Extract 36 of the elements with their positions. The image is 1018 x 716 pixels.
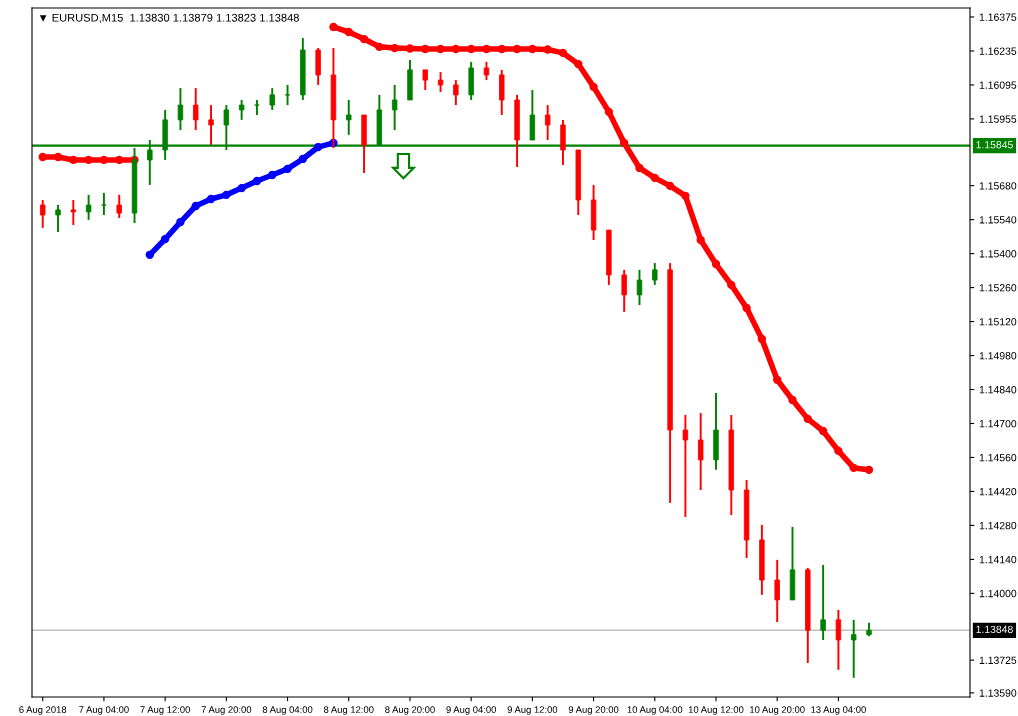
y-tick-label: 1.16095 — [979, 81, 1017, 89]
y-tick-label: 1.13590 — [979, 689, 1017, 697]
x-tick-label: 10 Aug 20:00 — [750, 706, 805, 715]
x-tick-label: 8 Aug 20:00 — [385, 706, 435, 715]
y-tick-label: 1.14980 — [979, 352, 1017, 360]
y-tick-label: 1.15955 — [979, 115, 1017, 123]
y-tick-label: 1.14140 — [979, 555, 1017, 564]
x-tick-label: 13 Aug 04:00 — [811, 706, 866, 715]
x-tick-label: 10 Aug 12:00 — [688, 706, 744, 715]
y-tick-label: 1.15400 — [979, 250, 1017, 258]
x-tick-label: 7 Aug 20:00 — [201, 706, 252, 715]
y-tick-label: 1.16235 — [979, 47, 1017, 55]
x-tick-label: 7 Aug 04:00 — [79, 706, 129, 715]
y-tick-label: 1.15680 — [979, 182, 1017, 190]
y-tick-label: 1.14420 — [979, 487, 1017, 496]
x-tick-label: 7 Aug 12:00 — [140, 706, 190, 715]
y-tick-label: 1.14000 — [979, 589, 1017, 598]
y-tick-label: 1.14700 — [979, 419, 1017, 428]
y-tick-label: 1.15260 — [979, 284, 1017, 292]
x-tick-label: 9 Aug 04:00 — [446, 706, 496, 715]
x-tick-label: 10 Aug 04:00 — [627, 706, 683, 715]
y-tick-label: 1.14840 — [979, 386, 1017, 394]
ref-line-label: 1.13848 — [976, 625, 1013, 634]
y-tick-label: 1.14280 — [979, 521, 1017, 530]
y-tick-label: 1.15120 — [979, 318, 1017, 326]
x-tick-label: 9 Aug 12:00 — [507, 706, 558, 715]
x-tick-label: 9 Aug 20:00 — [568, 706, 619, 715]
y-tick-label: 1.15540 — [979, 216, 1017, 224]
x-tick-label: 6 Aug 2018 — [19, 706, 67, 715]
y-tick-label: 1.13725 — [979, 656, 1017, 664]
ref-line-label: 1.15845 — [976, 141, 1013, 149]
y-tick-label: 1.16375 — [979, 13, 1017, 21]
y-tick-label: 1.14560 — [979, 453, 1017, 462]
x-tick-label: 8 Aug 04:00 — [262, 706, 313, 715]
chart-title: ▼ EURUSD,M15 1.13830 1.13879 1.13823 1.13848 — [39, 13, 299, 23]
x-tick-label: 8 Aug 12:00 — [323, 706, 374, 715]
